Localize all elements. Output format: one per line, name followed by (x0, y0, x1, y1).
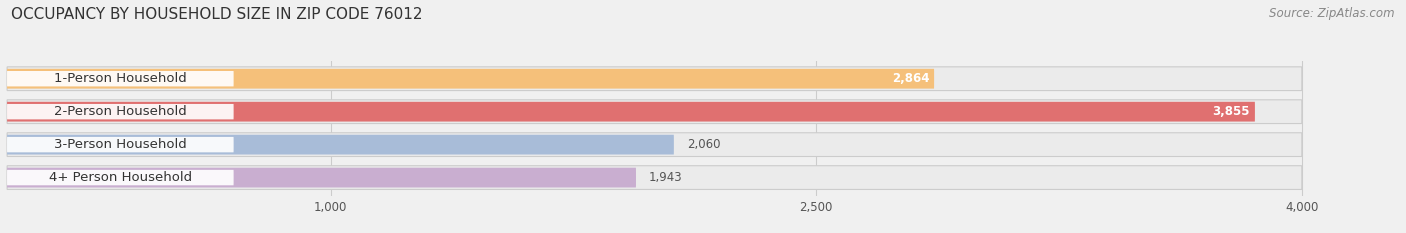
Text: Source: ZipAtlas.com: Source: ZipAtlas.com (1270, 7, 1395, 20)
FancyBboxPatch shape (7, 168, 636, 188)
Text: 1-Person Household: 1-Person Household (53, 72, 187, 85)
Text: OCCUPANCY BY HOUSEHOLD SIZE IN ZIP CODE 76012: OCCUPANCY BY HOUSEHOLD SIZE IN ZIP CODE … (11, 7, 423, 22)
FancyBboxPatch shape (7, 170, 233, 185)
Text: 3,855: 3,855 (1212, 105, 1250, 118)
FancyBboxPatch shape (7, 166, 1302, 189)
FancyBboxPatch shape (7, 133, 1302, 157)
FancyBboxPatch shape (7, 71, 233, 86)
FancyBboxPatch shape (7, 67, 1302, 91)
Text: 2,060: 2,060 (686, 138, 720, 151)
FancyBboxPatch shape (7, 100, 1302, 123)
FancyBboxPatch shape (7, 102, 1256, 122)
FancyBboxPatch shape (7, 104, 233, 119)
Text: 1,943: 1,943 (650, 171, 682, 184)
Text: 2,864: 2,864 (891, 72, 929, 85)
Text: 3-Person Household: 3-Person Household (53, 138, 187, 151)
FancyBboxPatch shape (7, 135, 673, 154)
Text: 4+ Person Household: 4+ Person Household (49, 171, 191, 184)
Text: 2-Person Household: 2-Person Household (53, 105, 187, 118)
FancyBboxPatch shape (7, 137, 233, 152)
FancyBboxPatch shape (7, 69, 934, 89)
